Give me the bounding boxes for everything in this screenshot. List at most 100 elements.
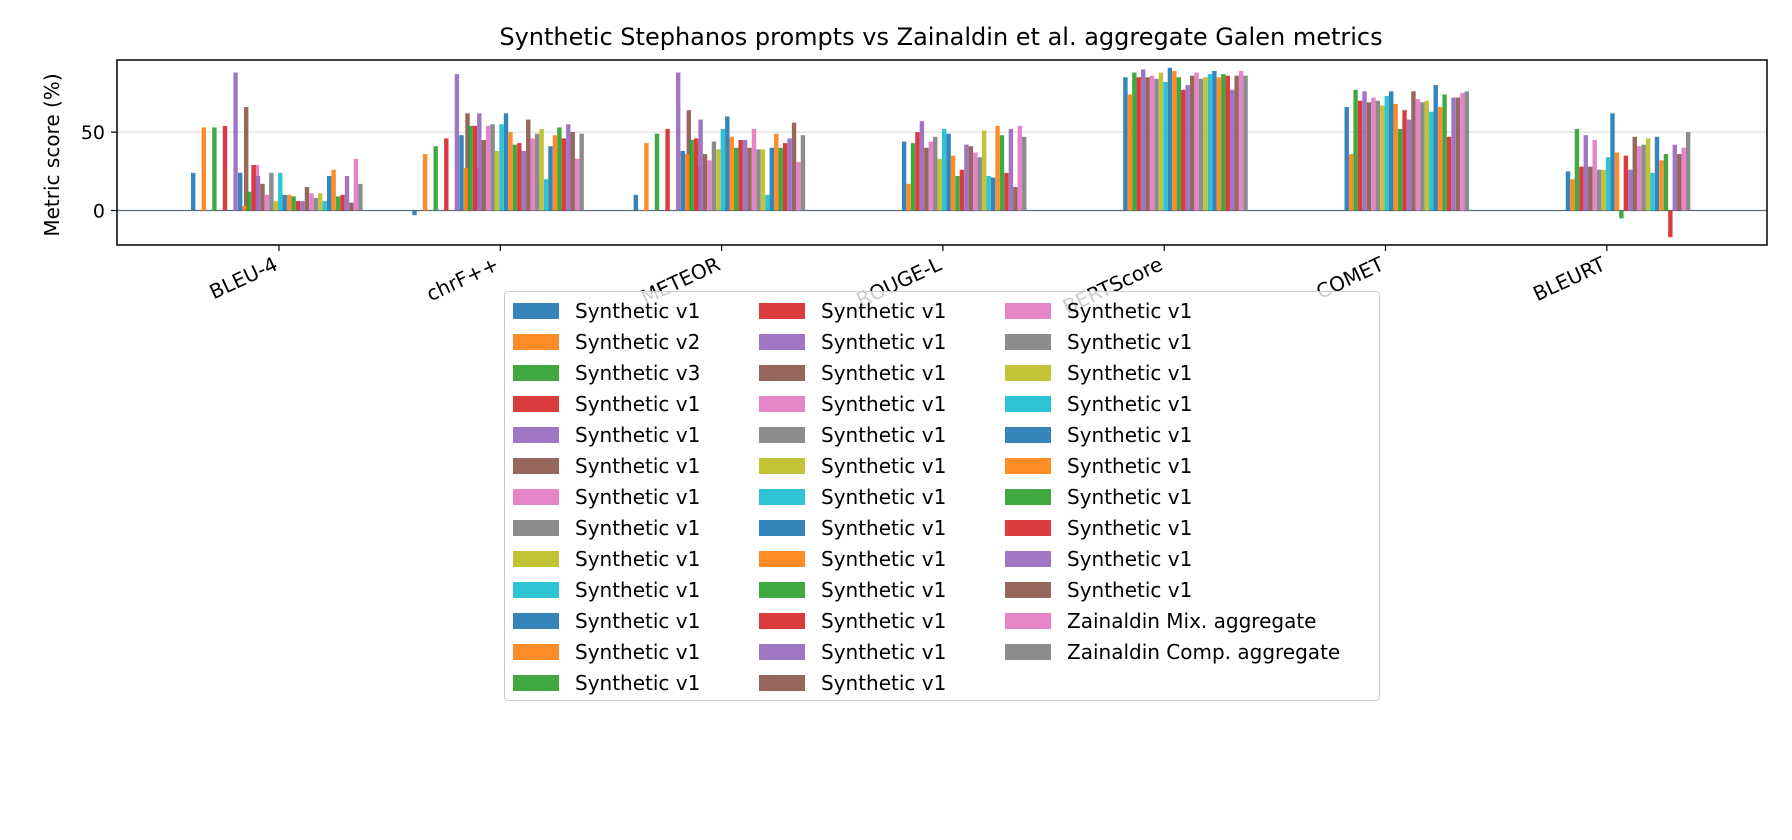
- bar: [233, 72, 238, 211]
- bar: [318, 193, 323, 211]
- legend-item: Synthetic v1: [1005, 516, 1192, 540]
- bar: [698, 119, 703, 211]
- legend-item: Synthetic v1: [1005, 330, 1193, 354]
- bar: [751, 128, 757, 211]
- bar: [238, 172, 243, 211]
- x-tick-label: chrF++: [423, 252, 503, 306]
- bar: [465, 113, 470, 211]
- bar: [548, 146, 553, 211]
- bar: [928, 141, 933, 211]
- bar: [1189, 75, 1195, 211]
- legend-swatch: [1005, 458, 1051, 474]
- bar: [1008, 128, 1014, 211]
- legend-label: Synthetic v1: [1067, 485, 1193, 509]
- bar: [982, 130, 987, 211]
- bar: [765, 194, 770, 211]
- bar: [575, 158, 580, 211]
- legend-label: Synthetic v1: [575, 423, 701, 447]
- bar: [1460, 92, 1465, 211]
- bar: [1433, 85, 1438, 211]
- bar: [941, 128, 947, 211]
- bar: [481, 139, 486, 211]
- bar: [977, 157, 982, 211]
- bar: [552, 135, 558, 211]
- bar: [503, 113, 509, 211]
- x-tick-label: BLEURT: [1529, 251, 1609, 306]
- legend-swatch: [513, 334, 559, 350]
- legend-swatch: [513, 520, 559, 536]
- bar: [1013, 186, 1018, 211]
- bar: [747, 147, 752, 211]
- bar: [1437, 107, 1443, 211]
- legend-label: Synthetic v1: [1067, 361, 1193, 385]
- bar: [1380, 105, 1385, 211]
- legend-item: Synthetic v1: [513, 609, 700, 633]
- bar: [273, 201, 278, 211]
- bar: [946, 133, 951, 211]
- legend-label: Synthetic v2: [575, 330, 701, 354]
- legend-label: Synthetic v1: [1067, 454, 1193, 478]
- bar: [729, 136, 734, 211]
- bar: [995, 125, 1000, 211]
- bar: [1605, 157, 1611, 211]
- y-axis-label: Metric score (%): [40, 73, 64, 236]
- bar: [269, 172, 274, 211]
- bar: [901, 141, 907, 211]
- legend-swatch: [759, 396, 805, 412]
- legend-item: Synthetic v1: [759, 640, 946, 664]
- legend-label: Synthetic v1: [575, 671, 701, 695]
- bar: [1176, 77, 1181, 211]
- legend-swatch: [513, 427, 559, 443]
- bar: [322, 201, 327, 211]
- legend-swatch: [759, 427, 805, 443]
- legend-item: Synthetic v1: [1005, 485, 1193, 509]
- legend-swatch: [513, 613, 559, 629]
- legend-swatch: [759, 675, 805, 691]
- legend-label: Synthetic v1: [821, 392, 947, 416]
- bar: [791, 122, 797, 211]
- bar: [244, 107, 249, 211]
- bar: [1420, 102, 1425, 211]
- chart-title: Synthetic Stephanos prompts vs Zainaldin…: [499, 23, 1382, 51]
- legend-label: Synthetic v1: [821, 671, 947, 695]
- bar: [1397, 128, 1403, 211]
- legend-label: Synthetic v1: [1067, 330, 1193, 354]
- bar: [1685, 132, 1691, 211]
- bar: [530, 138, 535, 211]
- bar: [566, 124, 571, 211]
- bar: [906, 183, 911, 211]
- legend-swatch: [759, 365, 805, 381]
- bar: [910, 143, 916, 211]
- bar: [349, 202, 354, 211]
- legend-item: Synthetic v1: [1005, 547, 1192, 571]
- bar: [1022, 136, 1027, 211]
- bar: [1570, 179, 1575, 211]
- bar: [517, 143, 522, 211]
- bar: [222, 125, 228, 211]
- legend-swatch: [759, 613, 805, 629]
- bar: [255, 176, 261, 211]
- bar: [1672, 144, 1677, 211]
- bar: [689, 139, 694, 211]
- bar: [353, 158, 359, 211]
- bar: [1194, 72, 1199, 211]
- bar: [1628, 169, 1633, 211]
- bar: [711, 141, 717, 211]
- bar: [1565, 171, 1571, 211]
- bar: [521, 150, 526, 211]
- legend-swatch: [1005, 427, 1051, 443]
- bar: [579, 133, 584, 211]
- bar: [676, 72, 681, 211]
- legend-swatch: [1005, 489, 1051, 505]
- bar: [463, 168, 469, 211]
- bar: [433, 146, 438, 211]
- legend-swatch: [513, 551, 559, 567]
- bar: [534, 133, 540, 211]
- legend-label: Synthetic v1: [1067, 578, 1193, 602]
- bar: [1243, 75, 1248, 211]
- bar: [1406, 119, 1412, 211]
- bar: [1579, 166, 1584, 211]
- bar: [702, 154, 708, 211]
- legend-swatch: [759, 489, 805, 505]
- bar: [526, 119, 531, 211]
